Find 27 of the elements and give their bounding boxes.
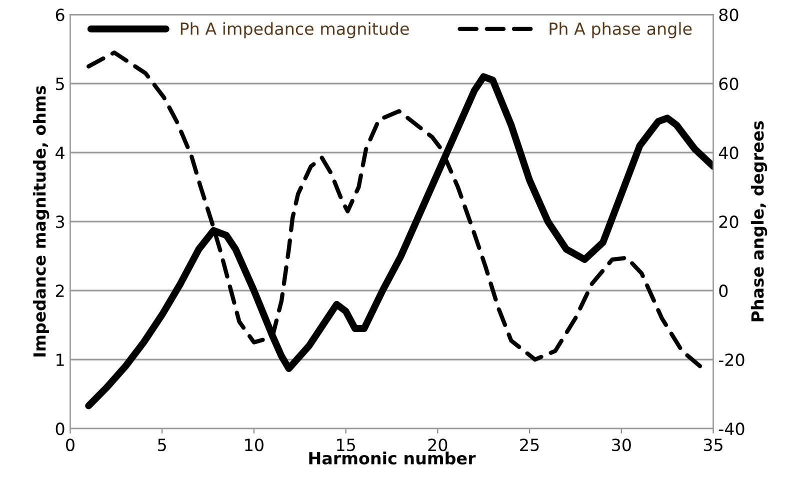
y-tick-label: 1 [56,354,64,366]
x-tick-label: 5 [158,438,166,452]
x-tick-label: 0 [66,438,74,452]
y-tick-label: 5 [56,78,64,90]
y-tick-label: 3 [56,216,64,228]
y2-tick-label: 20 [719,216,738,228]
x-tick-label: 30 [612,438,631,452]
y-tick-label: 4 [56,146,64,159]
y-axis-title: Impedance magnitude, ohms [32,86,50,356]
y2-tick-label: 80 [719,8,738,22]
y2-axis-title: Phase angle, degrees [750,121,768,322]
y2-tick-label: 60 [719,78,738,90]
y2-tick-label: -20 [718,354,744,366]
y2-tick-label: 40 [718,146,738,160]
x-tick-label: 20 [428,438,448,452]
legend-label: Ph A phase angle [550,22,692,38]
y2-tick-label: -40 [718,422,744,436]
legend-label: Ph A impedance magnitude [180,22,409,38]
y-tick-label: 0 [56,422,64,436]
x-axis-title: Harmonic number [309,452,476,465]
y-tick-label: 6 [56,8,64,22]
x-tick-label: 25 [520,438,539,452]
x-tick-label: 15 [337,438,355,452]
x-tick-label: 35 [704,438,722,452]
y-tick-label: 2 [56,284,64,297]
x-tick-label: 10 [245,438,264,452]
y2-tick-label: 0 [719,284,728,298]
